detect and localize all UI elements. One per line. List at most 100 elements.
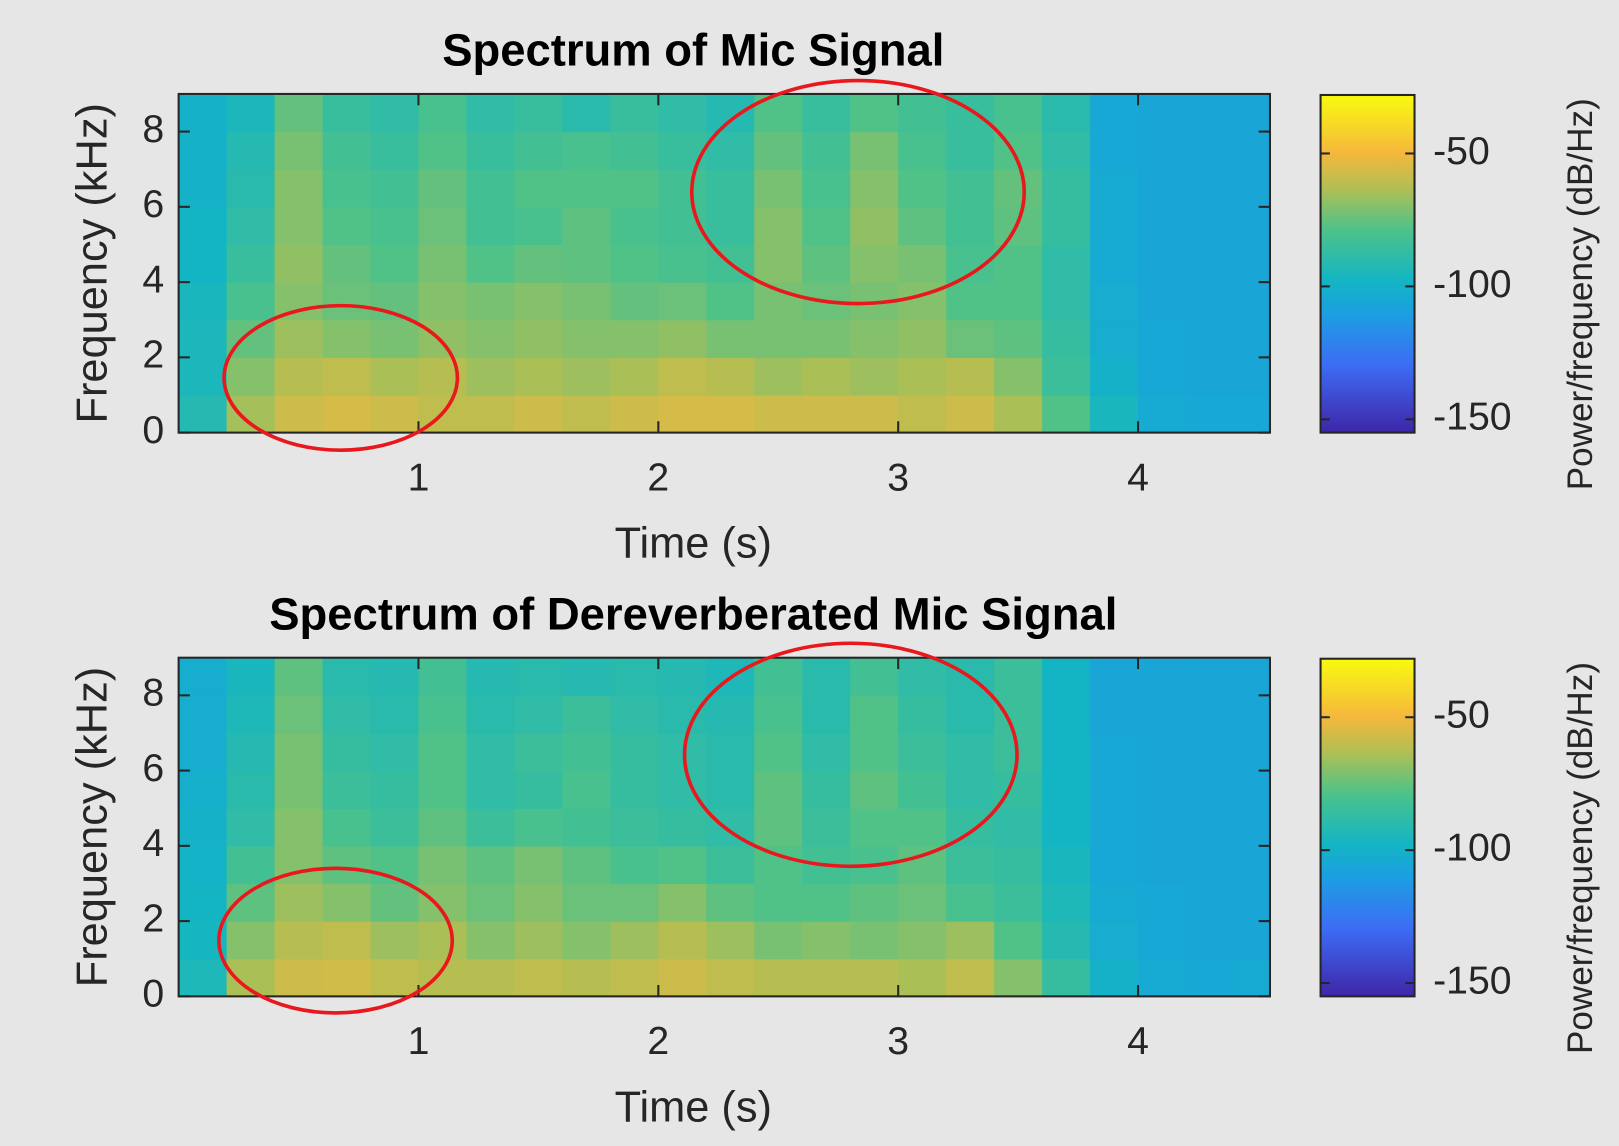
heatmap-cell [1233, 921, 1270, 960]
heatmap-cell [946, 131, 995, 170]
heatmap-cell [754, 770, 803, 809]
heatmap-cell [1138, 206, 1187, 246]
heatmap-cell [850, 206, 899, 246]
heatmap-cell [610, 958, 659, 997]
heatmap-cell [514, 695, 564, 734]
heatmap-cell [658, 921, 707, 960]
heatmap-cell [946, 206, 995, 246]
y-tick-label: 2 [142, 896, 164, 940]
heatmap-cell [1186, 357, 1235, 396]
heatmap-cell [514, 394, 564, 433]
heatmap-cell [178, 732, 228, 772]
heatmap-cell [226, 206, 276, 246]
heatmap-cell [322, 883, 372, 922]
heatmap-cell [1042, 357, 1091, 396]
heatmap-cell [946, 921, 995, 960]
heatmap-cell [1042, 282, 1091, 321]
heatmap-cell [514, 770, 564, 809]
axes-box [177, 656, 1272, 998]
heatmap-cell [562, 958, 611, 997]
y-tick-label: 8 [142, 671, 164, 715]
heatmap-cell [754, 169, 803, 208]
heatmap-cell [1090, 206, 1139, 246]
highlight-ellipse [689, 78, 1027, 306]
heatmap-cell [802, 883, 851, 922]
heatmap-cell [1233, 357, 1270, 396]
colorbar-label: Power/frequency (dB/Hz) [1561, 662, 1600, 1054]
heatmap-cell [514, 169, 564, 208]
heatmap-cell [946, 845, 995, 885]
heatmap-cell [178, 958, 228, 997]
colorbar [1319, 657, 1416, 998]
heatmap-cell [1090, 394, 1139, 433]
heatmap-cell [802, 958, 851, 997]
heatmap-cell [178, 808, 228, 847]
heatmap-cell [994, 695, 1043, 734]
heatmap-cell [1186, 657, 1235, 696]
heatmap-cell [610, 131, 659, 170]
heatmap-cell [1233, 845, 1270, 885]
heatmap-cell [1138, 845, 1187, 885]
heatmap-cell [610, 93, 659, 133]
heatmap-cell [178, 770, 228, 809]
heatmap-cell [370, 883, 420, 922]
heatmap-cell [466, 282, 516, 321]
heatmap-cell [1233, 883, 1270, 922]
heatmap-cell [466, 357, 516, 396]
heatmap-cell [1138, 169, 1187, 208]
heatmap-cell [706, 883, 755, 922]
heatmap-cell [514, 808, 564, 847]
heatmap-cell [514, 732, 564, 772]
heatmap-cell [226, 131, 276, 170]
heatmap-cell [274, 131, 324, 170]
heatmap-cell [178, 883, 228, 922]
heatmap-cell [658, 319, 707, 358]
heatmap-cell [994, 921, 1043, 960]
spectrogram [178, 657, 1270, 997]
heatmap-cell [754, 244, 803, 283]
heatmap-cell [274, 319, 324, 358]
heatmap-cell [562, 93, 611, 133]
heatmap-cell [418, 244, 468, 283]
x-tick-label: 3 [887, 455, 909, 499]
heatmap-cell [562, 695, 611, 734]
heatmap-cell [322, 657, 372, 696]
heatmap-cell [370, 131, 420, 170]
heatmap-cell [1186, 394, 1235, 433]
heatmap-cell [466, 808, 516, 847]
heatmap-cell [322, 244, 372, 283]
heatmap-cell [226, 169, 276, 208]
heatmap-cell [1233, 732, 1270, 772]
heatmap-cell [706, 958, 755, 997]
heatmap-cell [466, 921, 516, 960]
heatmap-cell [418, 808, 468, 847]
heatmap-cell [1042, 695, 1091, 734]
heatmap-cell [226, 282, 276, 321]
heatmap-cell [898, 695, 947, 734]
heatmap-cell [418, 921, 468, 960]
x-tick-label: 1 [408, 1019, 430, 1063]
heatmap-cell [994, 282, 1043, 321]
heatmap-cell [274, 93, 324, 133]
heatmap-cell [706, 921, 755, 960]
heatmap-cell [946, 695, 995, 734]
heatmap-cell [1042, 883, 1091, 922]
heatmap-cell [226, 93, 276, 133]
heatmap-cell [514, 883, 564, 922]
heatmap-cell [898, 244, 947, 283]
heatmap-cell [1186, 131, 1235, 170]
heatmap-cell [754, 357, 803, 396]
heatmap-cell [754, 845, 803, 885]
heatmap-cell [658, 883, 707, 922]
heatmap-cell [370, 695, 420, 734]
heatmap-cell [466, 206, 516, 246]
heatmap-cell [322, 732, 372, 772]
heatmap-cell [322, 394, 372, 433]
heatmap-cell [1233, 93, 1270, 133]
heatmap-cell [226, 244, 276, 283]
heatmap-cell [370, 732, 420, 772]
heatmap-cell [706, 394, 755, 433]
y-tick-label: 0 [142, 408, 164, 452]
heatmap-cell [754, 206, 803, 246]
heatmap-cell [562, 319, 611, 358]
